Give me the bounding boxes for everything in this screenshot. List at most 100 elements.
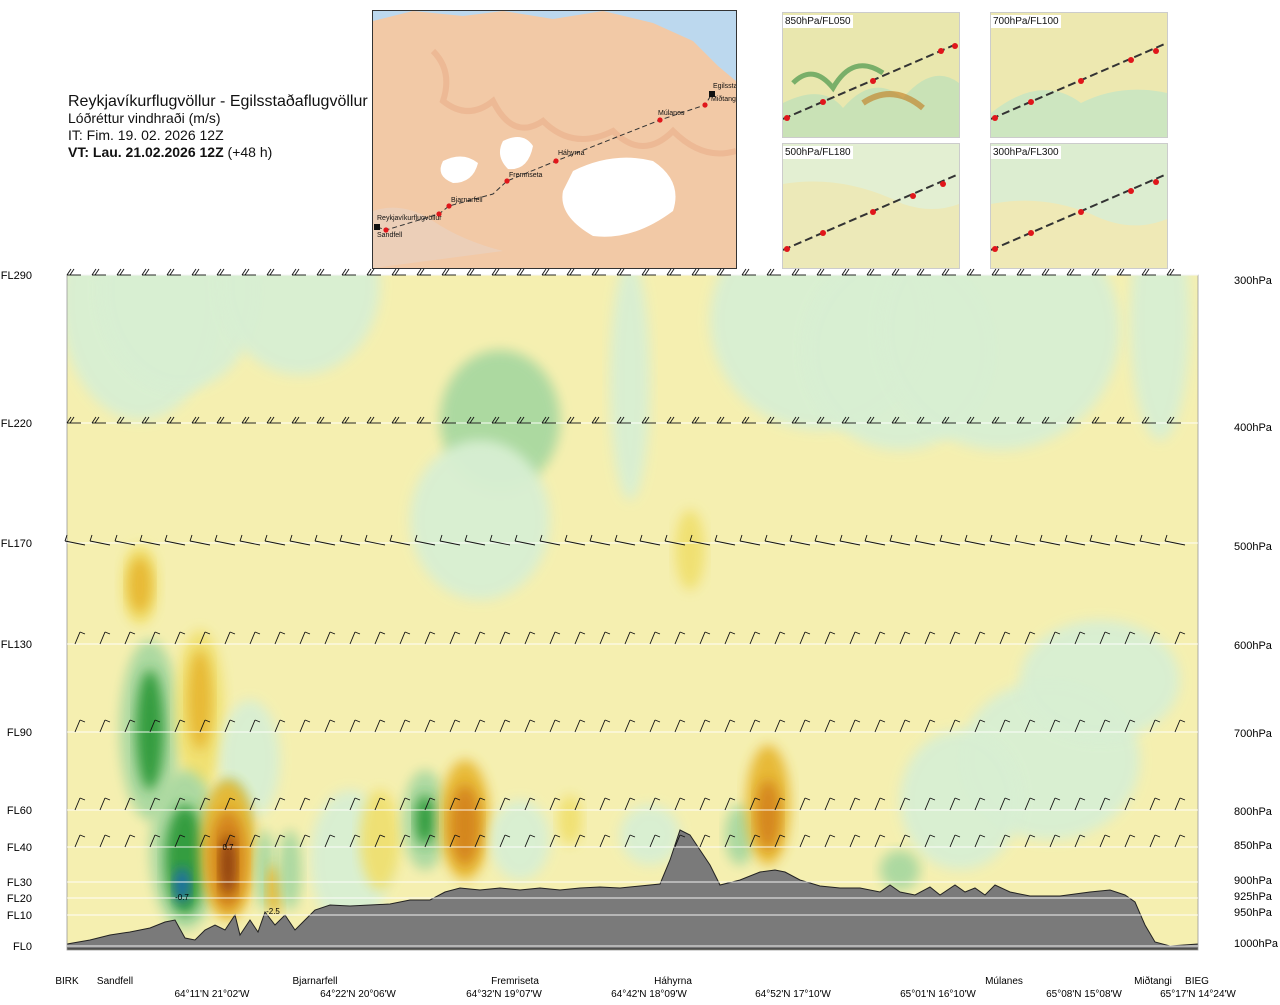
wind-barb — [91, 268, 106, 276]
wind-barb — [891, 268, 906, 276]
wind-barbs — [64, 268, 1186, 848]
wind-barb — [849, 719, 861, 733]
wind-barb — [299, 719, 311, 733]
wind-barb — [841, 268, 856, 276]
wind-barb — [1099, 797, 1111, 811]
wind-barb — [274, 719, 286, 733]
valid-time-lead: (+48 h) — [227, 144, 273, 160]
y-right-tick: 1000hPa — [1234, 938, 1279, 950]
map-label-sandfell: Sandfell — [377, 232, 403, 239]
y-left-tick: FL130 — [1, 639, 32, 651]
wind-barb — [1099, 719, 1111, 733]
wind-barb — [424, 719, 436, 733]
wind-barb — [1074, 834, 1086, 848]
wind-barb — [891, 416, 906, 424]
wind-barb — [141, 268, 156, 276]
wind-barb — [1024, 834, 1036, 848]
wind-barb — [391, 268, 406, 276]
wind-barb — [764, 534, 786, 546]
wind-barb — [789, 534, 811, 546]
wind-barb — [664, 534, 686, 546]
wind-barb — [1074, 797, 1086, 811]
wind-barb — [1041, 268, 1056, 276]
wind-barb — [116, 416, 131, 424]
wind-barb — [899, 719, 911, 733]
wind-barb — [589, 534, 611, 546]
contour-blob — [620, 805, 680, 865]
wind-barb — [249, 719, 261, 733]
contour-blob — [136, 670, 164, 790]
y-left-tick: FL0 — [13, 941, 32, 953]
wind-barb — [899, 834, 911, 848]
wind-barb — [916, 416, 931, 424]
wind-barb — [564, 534, 586, 546]
wind-barb — [941, 268, 956, 276]
wind-barb — [1066, 268, 1081, 276]
wind-barb — [549, 719, 561, 733]
wind-barb — [489, 534, 511, 546]
wind-barb — [174, 797, 186, 811]
wind-barb — [274, 631, 286, 645]
wind-barb — [191, 268, 206, 276]
wind-barb — [516, 416, 531, 424]
wind-barb — [499, 797, 511, 811]
wind-barb — [641, 268, 656, 276]
plot-area — [67, 275, 1198, 950]
panel-700hpa-label: 700hPa/FL100 — [991, 15, 1061, 28]
wind-barb — [874, 719, 886, 733]
wind-barb — [674, 719, 686, 733]
wind-barb — [599, 797, 611, 811]
wind-barb — [874, 834, 886, 848]
wind-barb — [914, 534, 936, 546]
wind-barb — [439, 534, 461, 546]
wind-barb — [1049, 834, 1061, 848]
wind-barb — [466, 416, 481, 424]
x-coord-label: 64°32'N 19°07'W — [466, 989, 542, 1000]
wind-barb — [99, 631, 111, 645]
wind-barb — [89, 534, 111, 546]
wind-barb — [574, 719, 586, 733]
y-axis-left: FL290 FL220 FL170 FL130 FL90 FL60 FL40 FL30 FL20… — [1, 270, 32, 953]
contour-annotation: -2.5 — [266, 907, 280, 916]
wind-barb — [349, 834, 361, 848]
wind-barb — [124, 797, 136, 811]
wind-barb — [724, 631, 736, 645]
wind-barb — [524, 631, 536, 645]
wind-barb — [766, 268, 781, 276]
y-right-tick: 850hPa — [1234, 840, 1273, 852]
y-right-tick: 925hPa — [1234, 891, 1273, 903]
wind-barb — [924, 834, 936, 848]
wind-barb — [399, 834, 411, 848]
contour-blob — [220, 835, 236, 895]
wind-barb — [1099, 834, 1111, 848]
contour-blob — [415, 795, 435, 845]
wind-barb — [149, 631, 161, 645]
wind-barb — [366, 268, 381, 276]
wind-barb — [124, 834, 136, 848]
y-right-tick: 700hPa — [1234, 728, 1273, 740]
wind-barb — [139, 534, 161, 546]
wind-barb — [591, 268, 606, 276]
wind-barb — [1039, 534, 1061, 546]
wind-barb — [541, 416, 556, 424]
wind-barb — [316, 416, 331, 424]
wind-barb — [1166, 268, 1181, 276]
wind-barb — [691, 268, 706, 276]
x-coord-label: 65°17'N 14°24'W — [1160, 989, 1236, 1000]
wind-barb — [514, 534, 536, 546]
wind-barb — [389, 534, 411, 546]
wind-barb — [864, 534, 886, 546]
wind-barb — [674, 834, 686, 848]
title-block: Reykjavíkurflugvöllur - Egilsstaðaflugvö… — [68, 93, 368, 161]
wind-barb — [624, 631, 636, 645]
contour-blob — [756, 780, 780, 850]
wind-barb — [449, 834, 461, 848]
wind-barb — [939, 534, 961, 546]
wind-barb — [99, 719, 111, 733]
wind-barb — [966, 416, 981, 424]
wind-barb — [816, 268, 831, 276]
wind-barb — [124, 719, 136, 733]
wind-barb — [549, 631, 561, 645]
wind-barb — [214, 534, 236, 546]
wind-barb — [216, 268, 231, 276]
